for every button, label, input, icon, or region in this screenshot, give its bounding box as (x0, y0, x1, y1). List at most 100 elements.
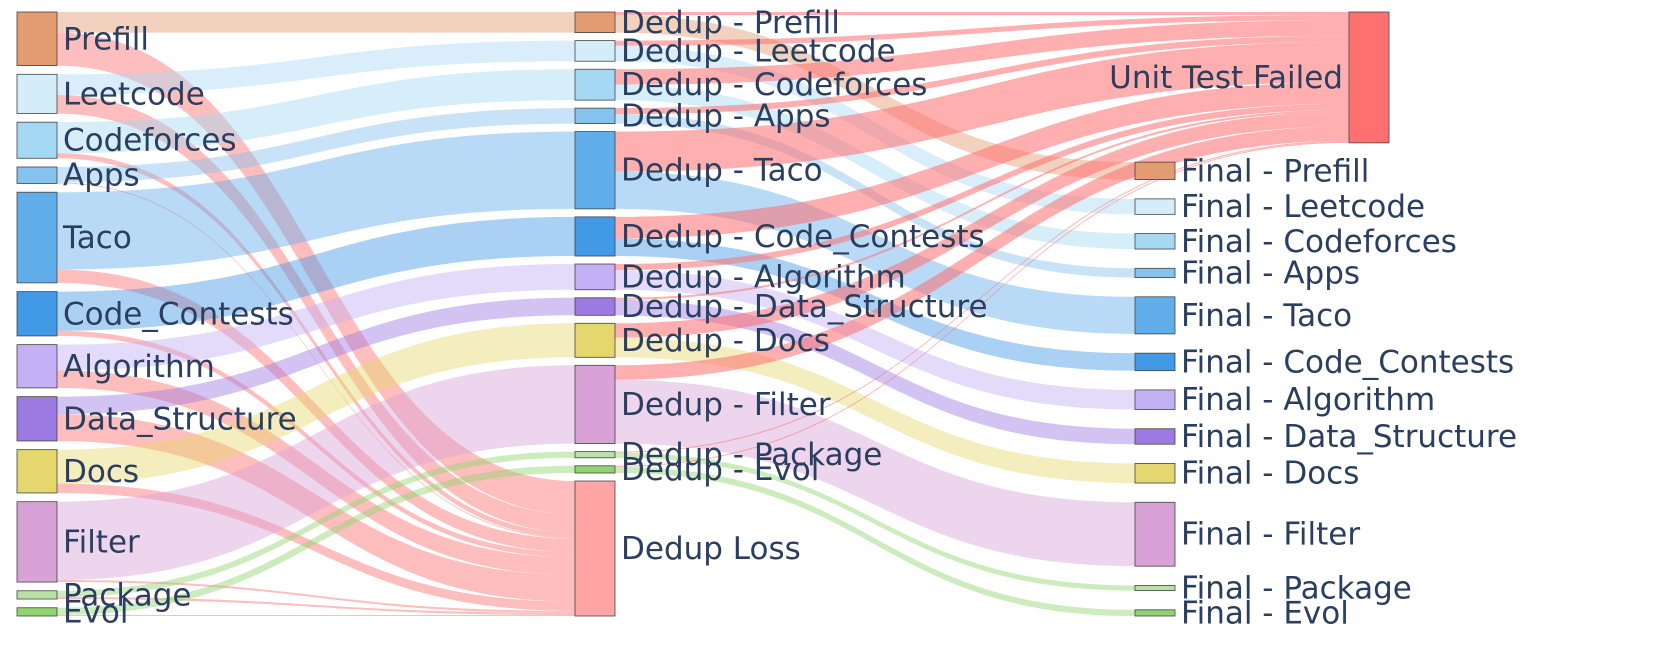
node (574, 40, 616, 62)
link (615, 126, 1349, 380)
link (615, 84, 1135, 250)
link (57, 614, 575, 616)
node-label: Final - Codeforces (1181, 224, 1457, 260)
link (615, 111, 1349, 338)
link (615, 452, 1135, 591)
node-label: Filter (63, 524, 140, 560)
node-label: Leetcode (63, 76, 205, 112)
node-label: Codeforces (63, 123, 237, 159)
link (57, 269, 575, 553)
link (615, 141, 1349, 467)
link (615, 82, 1349, 239)
node-label: Final - Algorithm (1181, 382, 1435, 418)
link (57, 216, 575, 331)
link (615, 337, 1135, 484)
node (574, 465, 616, 474)
link (57, 451, 575, 597)
node (1134, 501, 1176, 567)
node (1134, 352, 1176, 372)
node-label: Algorithm (63, 349, 215, 385)
link (615, 270, 1135, 410)
link (57, 182, 575, 539)
node (16, 449, 58, 494)
node (574, 68, 616, 101)
node-label: Final - Apps (1181, 255, 1360, 291)
node (1134, 233, 1176, 250)
link (57, 596, 575, 615)
node-label: Dedup - Taco (621, 153, 823, 189)
node (16, 501, 58, 583)
node (574, 480, 616, 617)
link (57, 370, 575, 575)
node-label: Apps (63, 158, 140, 194)
node (16, 73, 58, 114)
node-label: Final - Prefill (1181, 153, 1369, 189)
node-label: Dedup - Prefill (621, 5, 840, 41)
node-label: Evol (63, 594, 129, 630)
node-label: Dedup - Data_Structure (621, 289, 988, 325)
node (574, 364, 616, 445)
node-label: Taco (62, 220, 132, 256)
node-label: Data_Structure (63, 401, 297, 437)
node (1134, 463, 1176, 484)
link (57, 32, 575, 514)
node-label: Dedup - Package (621, 437, 882, 473)
link (615, 466, 1135, 616)
node (574, 11, 616, 34)
node (574, 216, 616, 257)
node (1134, 585, 1176, 591)
node (16, 607, 58, 617)
node (16, 191, 58, 284)
node (574, 107, 616, 124)
link (615, 103, 1349, 271)
node-label: Final - Evol (1181, 595, 1349, 631)
link (57, 264, 575, 371)
link (57, 330, 575, 558)
node-label: Final - Package (1181, 570, 1412, 606)
nodes (16, 11, 1390, 617)
node-label: Dedup - Code_Contests (621, 219, 985, 255)
node-label: Dedup - Apps (621, 98, 831, 134)
node-label: Dedup - Codeforces (621, 67, 927, 103)
link (57, 69, 575, 154)
node-label: Dedup Loss (621, 531, 801, 567)
node-label: Final - Docs (1181, 456, 1359, 492)
node-label: Final - Data_Structure (1181, 419, 1517, 455)
link (615, 15, 1135, 180)
node-label: Dedup - Algorithm (621, 259, 906, 295)
link (57, 579, 575, 613)
node (1134, 161, 1176, 181)
node (16, 291, 58, 337)
link (615, 379, 1135, 567)
link (615, 41, 1349, 172)
node (1134, 267, 1176, 278)
links (57, 12, 1349, 616)
node (16, 344, 58, 389)
node (574, 131, 616, 210)
link (57, 483, 575, 611)
link (57, 323, 575, 484)
link (57, 108, 575, 183)
node-label: Dedup - Filter (621, 387, 831, 423)
node-label: Unit Test Failed (1109, 60, 1343, 96)
link (615, 238, 1135, 371)
link (615, 109, 1349, 300)
node (1134, 296, 1176, 335)
link (57, 365, 575, 580)
link (615, 299, 1135, 445)
link (57, 297, 575, 415)
node-label: Final - Leetcode (1181, 189, 1425, 225)
link (615, 12, 1349, 16)
node (1134, 389, 1176, 410)
node-label: Package (63, 577, 192, 613)
node (1134, 609, 1176, 617)
link (615, 20, 1349, 85)
node (574, 263, 616, 291)
link (57, 153, 575, 538)
link (615, 15, 1349, 46)
link (57, 414, 575, 602)
node (574, 451, 616, 459)
node-label: Dedup - Evol (621, 452, 819, 488)
